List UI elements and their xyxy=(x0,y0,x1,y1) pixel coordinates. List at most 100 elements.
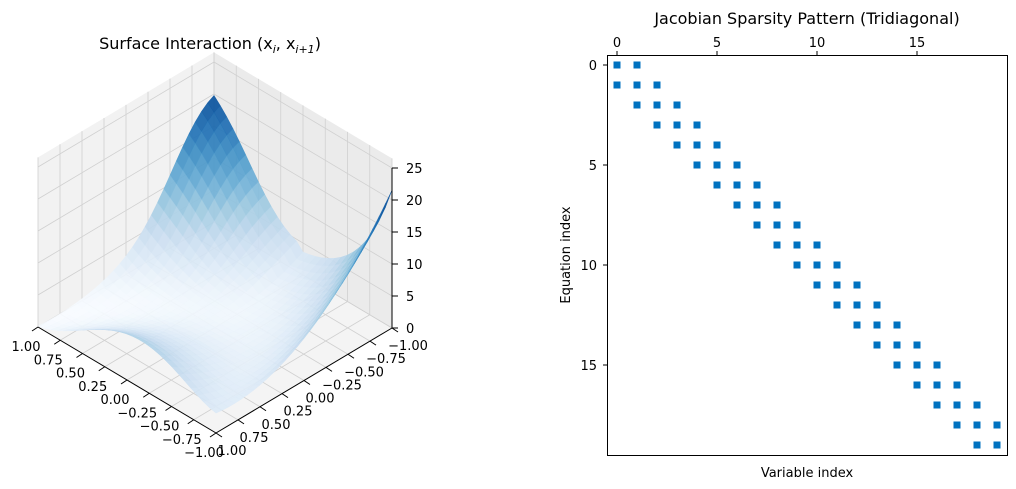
nonzero-marker xyxy=(793,241,801,249)
x-tick-label: 0.50 xyxy=(56,367,85,382)
grid-line xyxy=(213,61,393,169)
y-tick xyxy=(391,327,399,333)
nonzero-marker xyxy=(993,441,1001,449)
y-tick xyxy=(325,366,333,372)
y-tick-label: 1.00 xyxy=(218,444,247,459)
z-tick-label: 20 xyxy=(406,194,423,209)
y-tick xyxy=(303,380,311,385)
grid-line xyxy=(37,61,215,168)
nonzero-marker xyxy=(913,381,921,389)
y-tick xyxy=(237,419,245,425)
nonzero-marker xyxy=(933,401,941,409)
nonzero-marker xyxy=(713,181,721,189)
y-tick xyxy=(259,406,267,412)
x-tick xyxy=(98,366,106,372)
nonzero-marker xyxy=(913,341,921,349)
nonzero-marker xyxy=(933,361,941,369)
nonzero-marker xyxy=(733,201,741,209)
nonzero-marker xyxy=(873,301,881,309)
x-tick-label: 5 xyxy=(713,36,721,51)
x-tick xyxy=(187,419,195,425)
surface-plot: Surface Interaction (xi, xi+1) 1.000.750… xyxy=(12,34,428,461)
y-tick xyxy=(347,353,355,359)
grid-line xyxy=(213,125,393,233)
sparsity-plot-title: Jacobian Sparsity Pattern (Tridiagonal) xyxy=(653,9,959,28)
sparsity-plot: Jacobian Sparsity Pattern (Tridiagonal) … xyxy=(559,9,1008,481)
nonzero-marker xyxy=(633,101,641,109)
nonzero-marker xyxy=(793,261,801,269)
nonzero-marker xyxy=(753,221,761,229)
nonzero-marker xyxy=(673,101,681,109)
y-tick-label: −1.00 xyxy=(388,339,428,354)
x-tick xyxy=(76,353,83,358)
x-tick xyxy=(142,392,150,398)
nonzero-marker xyxy=(813,261,821,269)
x-tick-label: 0.75 xyxy=(34,353,63,368)
z-tick-label: 25 xyxy=(406,162,423,177)
z-tick-label: 5 xyxy=(406,290,414,305)
nonzero-marker xyxy=(713,161,721,169)
nonzero-marker xyxy=(873,321,881,329)
y-tick-label: −0.50 xyxy=(344,365,384,380)
nonzero-marker xyxy=(893,341,901,349)
nonzero-marker xyxy=(833,261,841,269)
nonzero-marker xyxy=(973,401,981,409)
nonzero-marker xyxy=(753,201,761,209)
nonzero-marker xyxy=(953,401,961,409)
nonzero-marker xyxy=(633,61,641,69)
nonzero-marker xyxy=(813,241,821,249)
nonzero-marker xyxy=(693,121,701,129)
nonzero-marker xyxy=(953,381,961,389)
nonzero-marker xyxy=(893,321,901,329)
x-tick-label: 0.00 xyxy=(101,393,130,408)
nonzero-marker xyxy=(713,141,721,149)
x-tick-label: −0.50 xyxy=(140,420,180,435)
y-axis-label: Equation index xyxy=(559,206,574,304)
nonzero-marker xyxy=(873,341,881,349)
y-tick-label: −0.25 xyxy=(322,378,362,393)
grid-line xyxy=(213,93,393,201)
y-tick-label: 5 xyxy=(589,159,597,174)
y-tick-label: 0 xyxy=(589,59,597,74)
spy-markers xyxy=(613,61,1001,449)
nonzero-marker xyxy=(773,201,781,209)
x-tick xyxy=(209,432,217,438)
nonzero-marker xyxy=(993,421,1001,429)
nonzero-marker xyxy=(913,361,921,369)
y-tick-label: 10 xyxy=(580,259,597,274)
y-tick xyxy=(369,340,377,346)
y-tick-label: −0.75 xyxy=(366,352,406,367)
nonzero-marker xyxy=(853,321,861,329)
x-tick-label: 0.25 xyxy=(78,380,107,395)
nonzero-marker xyxy=(973,441,981,449)
surface-plot-title: Surface Interaction (xi, xi+1) xyxy=(99,34,321,56)
x-tick xyxy=(120,379,128,385)
tick-labels: 1.000.750.500.250.00−0.25−0.50−0.75−1.00… xyxy=(12,162,428,461)
x-tick xyxy=(31,326,39,332)
z-tick-label: 0 xyxy=(406,322,414,337)
y-tick xyxy=(281,393,289,399)
nonzero-marker xyxy=(693,141,701,149)
nonzero-marker xyxy=(973,421,981,429)
nonzero-marker xyxy=(773,241,781,249)
y-tick-label: 0.25 xyxy=(284,405,313,420)
nonzero-marker xyxy=(633,81,641,89)
nonzero-marker xyxy=(613,61,621,69)
z-tick-label: 10 xyxy=(406,258,423,273)
nonzero-marker xyxy=(653,101,661,109)
x-axis-label: Variable index xyxy=(761,466,854,481)
nonzero-marker xyxy=(673,121,681,129)
nonzero-marker xyxy=(653,121,661,129)
x-tick-label: 10 xyxy=(809,36,826,51)
spy-ticks: 0 5 10 15 0 5 10 15 xyxy=(580,36,925,374)
y-tick-label: 0.00 xyxy=(306,392,335,407)
y-tick-label: 15 xyxy=(580,359,597,374)
nonzero-marker xyxy=(813,281,821,289)
nonzero-marker xyxy=(953,421,961,429)
nonzero-marker xyxy=(613,81,621,89)
y-tick-label: 0.75 xyxy=(240,431,269,446)
surface-facet xyxy=(209,405,223,414)
surface-mesh xyxy=(37,95,393,414)
nonzero-marker xyxy=(733,161,741,169)
